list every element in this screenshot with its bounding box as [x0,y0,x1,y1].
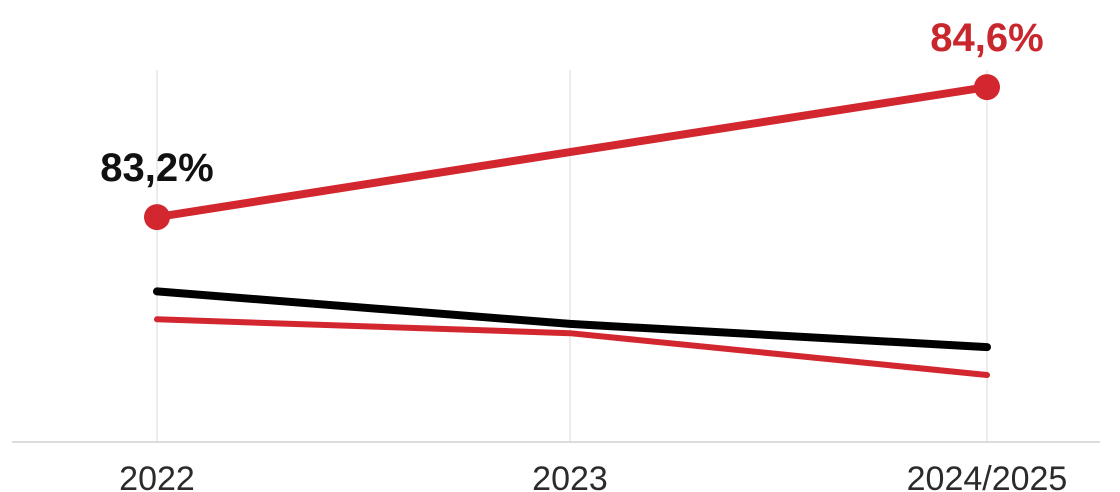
data-point-marker [144,204,170,231]
x-tick-label: 2023 [532,460,608,492]
x-tick-label: 2024/2025 [907,460,1068,492]
data-label: 83,2% [100,146,213,190]
data-label: 84,6% [930,16,1043,60]
data-point-marker [974,74,1000,101]
series-line [154,316,990,378]
series-line [153,83,991,222]
series-line [153,287,991,352]
x-tick-label: 2022 [119,460,195,492]
